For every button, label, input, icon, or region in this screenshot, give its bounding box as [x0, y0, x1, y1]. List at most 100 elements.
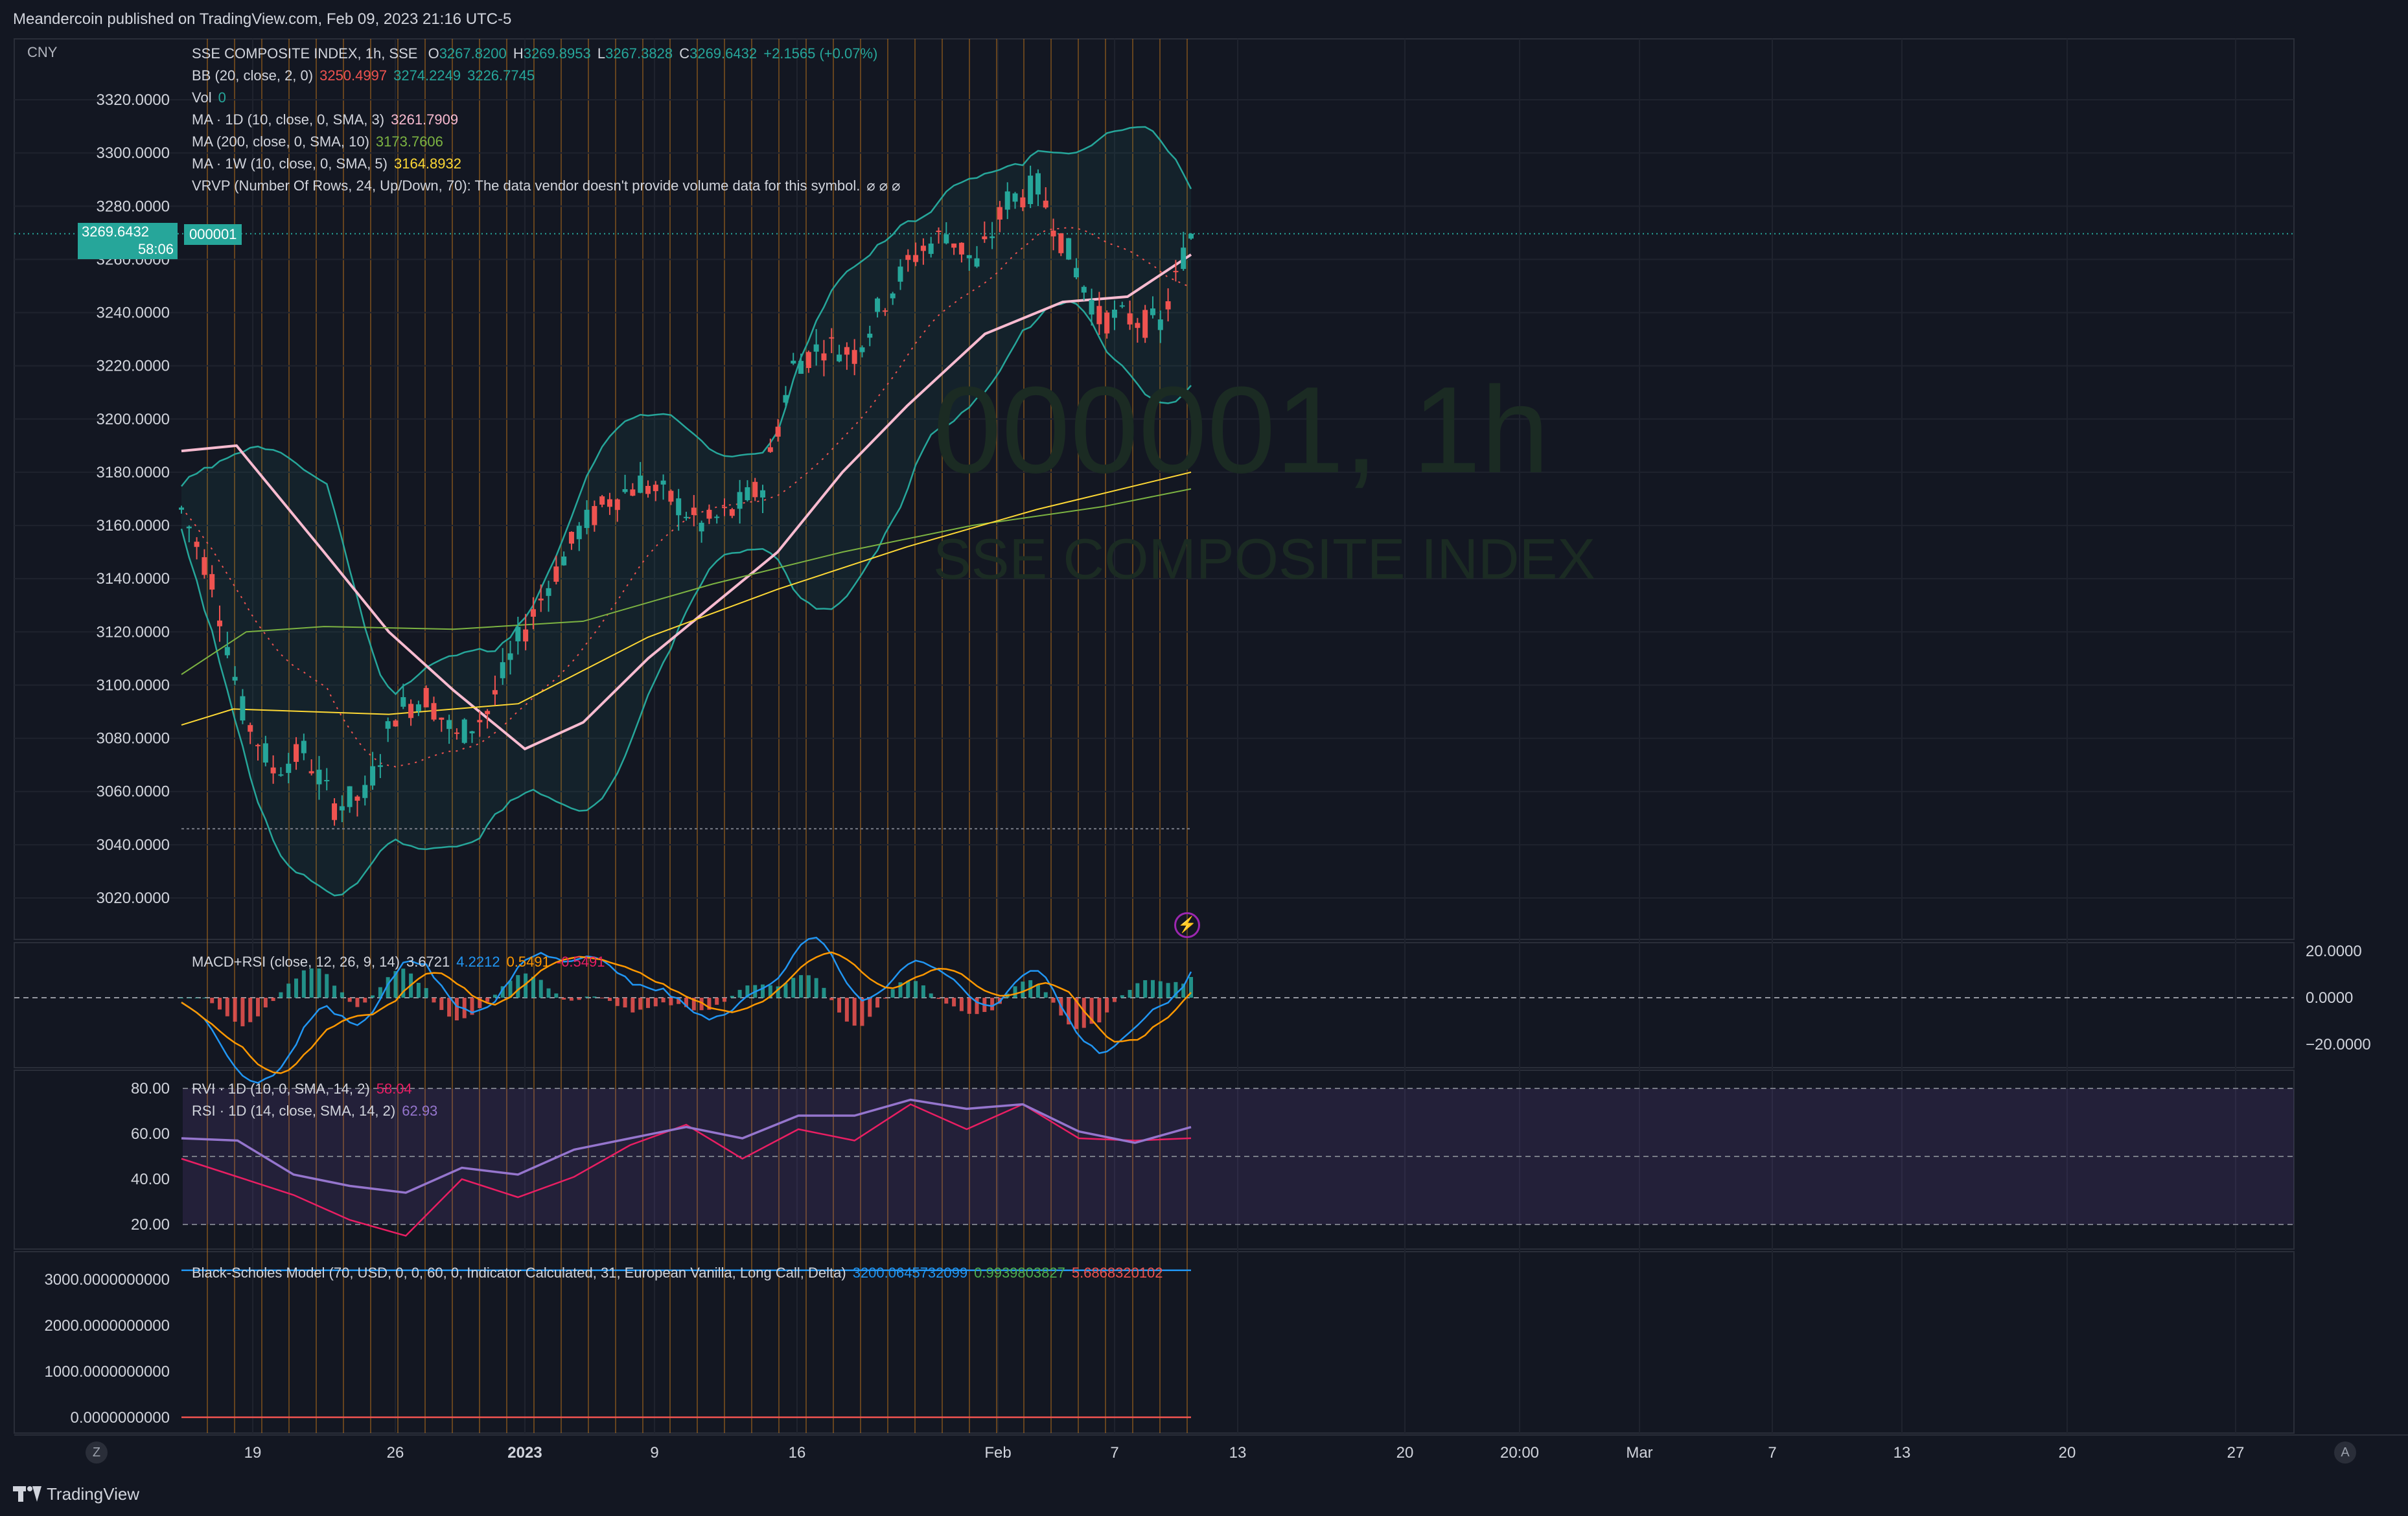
candle-body — [324, 779, 330, 781]
macd-histogram-bar — [363, 998, 367, 1003]
bsm-axis-tick: 1000.0000000000 — [44, 1363, 170, 1381]
bsm-legend[interactable]: Black-Scholes Model (70, USD, 0, 0, 60, … — [192, 1265, 1170, 1281]
macd-histogram-bar — [248, 998, 253, 1022]
rsi-label: RSI · 1D (14, close, SMA, 14, 2) — [192, 1103, 396, 1119]
candle-body — [1028, 176, 1034, 205]
panel-frame — [14, 38, 2295, 940]
time-axis-label: 20:00 — [1500, 1444, 1539, 1462]
lightning-icon[interactable]: ⚡ — [1174, 912, 1200, 938]
time-axis-label: 7 — [1110, 1444, 1118, 1462]
candle-body — [477, 720, 483, 722]
ma200-legend[interactable]: MA (200, close, 0, SMA, 10) 3173.7606 — [192, 133, 450, 150]
tradingview-logo[interactable]: TradingView — [13, 1484, 139, 1504]
candle-body — [1165, 301, 1171, 310]
candle-body — [255, 744, 261, 746]
macd-histogram-bar — [806, 975, 811, 998]
candle-body — [775, 426, 781, 437]
bsm-axis-tick: 2000.0000000000 — [44, 1317, 170, 1335]
time-axis-label: 26 — [387, 1444, 404, 1462]
vrvp-label: VRVP (Number Of Rows, 24, Up/Down, 70): … — [192, 178, 861, 194]
rsi-legend[interactable]: RSI · 1D (14, close, SMA, 14, 2) 62.93 — [192, 1103, 444, 1120]
bb-lower-value: 3226.7745 — [467, 67, 535, 84]
candle-body — [538, 598, 544, 601]
candle-body — [1150, 308, 1155, 316]
macd-histogram-bar — [761, 984, 765, 998]
candle-body — [546, 588, 551, 596]
rsi-axis-tick: 40.00 — [131, 1171, 170, 1188]
main-legend: SSE COMPOSITE INDEX, 1h, SSE O3267.8200 … — [192, 45, 884, 62]
candle-body — [500, 662, 505, 678]
candle-body — [676, 498, 682, 516]
macd-histogram-bar — [516, 975, 520, 998]
candle-body — [1043, 200, 1048, 208]
macd-histogram-bar — [990, 998, 995, 1011]
candle-body — [1173, 271, 1179, 273]
timezone-button[interactable]: Z — [86, 1441, 108, 1464]
vol-label: Vol — [192, 89, 212, 106]
candle-body — [737, 492, 743, 509]
macd-histogram-bar — [347, 998, 352, 1002]
candle-body — [1089, 299, 1094, 315]
ma1d-legend[interactable]: MA · 1D (10, close, 0, SMA, 3) 3261.7909 — [192, 111, 465, 128]
vol-legend[interactable]: Vol 0 — [192, 89, 233, 106]
candle-body — [844, 347, 850, 355]
price-axis-tick: 3020.0000 — [97, 890, 170, 907]
candle-body — [607, 499, 612, 507]
bb-basis-value: 3250.4997 — [319, 67, 388, 84]
ohlc-open: O3267.8200 — [428, 45, 507, 62]
macd-histogram-bar — [699, 998, 704, 1011]
candle-body — [905, 255, 911, 260]
rvi-legend[interactable]: RVI · 1D (10, 0, SMA, 14, 2) 58.04 — [192, 1081, 419, 1097]
auto-scale-button[interactable]: A — [2334, 1441, 2356, 1464]
macd-histogram-bar — [1105, 998, 1109, 1013]
macd-histogram-bar — [959, 998, 964, 1011]
rvi-label: RVI · 1D (10, 0, SMA, 14, 2) — [192, 1081, 370, 1097]
ma1w-legend[interactable]: MA · 1W (10, close, 0, SMA, 5) 3164.8932 — [192, 155, 468, 172]
macd-histogram-bar — [944, 998, 949, 1004]
candle-body — [393, 720, 399, 727]
macd-histogram-bar — [1051, 998, 1056, 1003]
time-axis-label: 20 — [2059, 1444, 2076, 1462]
macd-histogram-bar — [454, 998, 459, 1021]
macd-histogram-bar — [1128, 989, 1132, 998]
low-value: 3267.3828 — [605, 45, 673, 62]
candle-body — [630, 489, 636, 496]
candle-body — [1142, 310, 1148, 338]
candle-body — [224, 647, 230, 656]
candle-body — [966, 255, 972, 258]
macd-legend[interactable]: MACD+RSI (close, 12, 26, 9, 14) 3.6721 4.2… — [192, 954, 611, 970]
ohlc-low: L3267.3828 — [597, 45, 673, 62]
candle-body — [1050, 230, 1056, 236]
ma1d-label: MA · 1D (10, close, 0, SMA, 3) — [192, 111, 385, 128]
bb-lower-line — [180, 300, 1192, 897]
candle-body — [821, 353, 827, 361]
vrvp-legend[interactable]: VRVP (Number Of Rows, 24, Up/Down, 70): … — [192, 178, 907, 194]
close-value: 3269.6432 — [689, 45, 758, 62]
macd-histogram-bar — [783, 983, 788, 998]
candle-body — [1135, 323, 1140, 328]
bsm-value-1: 3200.0645732099 — [852, 1265, 968, 1281]
candle-body — [415, 704, 421, 711]
rsi-axis-tick: 80.00 — [131, 1080, 170, 1097]
macd-histogram-bar — [218, 998, 222, 1010]
macd-histogram-bar — [914, 981, 918, 998]
bb-legend[interactable]: BB (20, close, 2, 0) 3250.4997 3274.2249 32… — [192, 67, 541, 84]
symbol-title[interactable]: SSE COMPOSITE INDEX, 1h, SSE — [192, 45, 418, 62]
candle-body — [431, 703, 437, 720]
macd-histogram-bar — [447, 998, 452, 1017]
vrvp-hidden-icon[interactable]: ⌀ ⌀ ⌀ — [866, 178, 901, 194]
candle-body — [928, 243, 934, 254]
high-label: H — [513, 45, 524, 62]
watermark-name: SSE COMPOSITE INDEX — [933, 527, 1595, 591]
candle-body — [377, 765, 383, 767]
macd-histogram-bar — [524, 973, 528, 998]
candle-body — [209, 574, 215, 590]
tradingview-wordmark: TradingView — [47, 1484, 140, 1504]
last-price-value: 3269.6432 — [82, 224, 149, 240]
candle-body — [1073, 268, 1079, 278]
candle-body — [1188, 233, 1194, 239]
candle-body — [936, 231, 942, 233]
candle-body — [867, 334, 873, 338]
candle-body — [653, 485, 658, 492]
